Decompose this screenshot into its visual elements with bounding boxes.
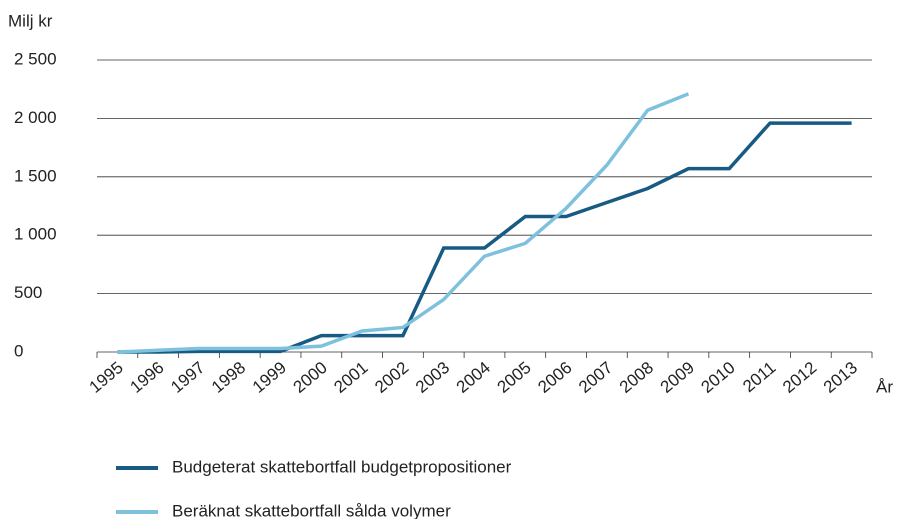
x-tick-label: 1998	[208, 358, 249, 397]
x-tick-label: 2003	[412, 358, 453, 397]
legend-label: Beräknat skattebortfall sålda volymer	[172, 501, 451, 519]
y-tick-label: 2 000	[14, 108, 57, 127]
x-tick-label: 2004	[453, 358, 494, 397]
x-axis-label: År	[876, 377, 893, 396]
y-tick-label: 1 000	[14, 225, 57, 244]
y-tick-label: 2 500	[14, 49, 57, 68]
x-tick-label: 2009	[657, 358, 698, 397]
x-tick-label: 2002	[371, 358, 412, 397]
x-tick-label: 2006	[534, 358, 575, 397]
y-tick-label: 1 500	[14, 166, 57, 185]
x-tick-label: 1996	[126, 358, 167, 397]
x-tick-label: 2000	[290, 358, 331, 397]
y-axis-label: Milj kr	[8, 11, 53, 30]
x-tick-label: 1999	[249, 358, 290, 397]
x-tick-label: 2001	[330, 358, 371, 397]
series-line	[117, 121, 852, 354]
x-tick-label: 2012	[779, 358, 820, 397]
x-tick-label: 2011	[739, 358, 779, 396]
y-tick-label: 500	[14, 283, 42, 302]
series-line	[117, 92, 690, 354]
x-tick-label: 2010	[697, 358, 738, 397]
y-tick-label: 0	[14, 341, 23, 360]
x-tick-label: 1995	[86, 358, 127, 397]
x-tick-label: 2005	[494, 358, 535, 397]
x-tick-label: 1997	[167, 358, 208, 397]
x-tick-label: 2008	[616, 358, 657, 397]
legend-label: Budgeterat skattebortfall budgetproposit…	[172, 457, 512, 476]
x-tick-label: 2013	[820, 358, 861, 397]
x-tick-label: 2007	[575, 358, 616, 397]
